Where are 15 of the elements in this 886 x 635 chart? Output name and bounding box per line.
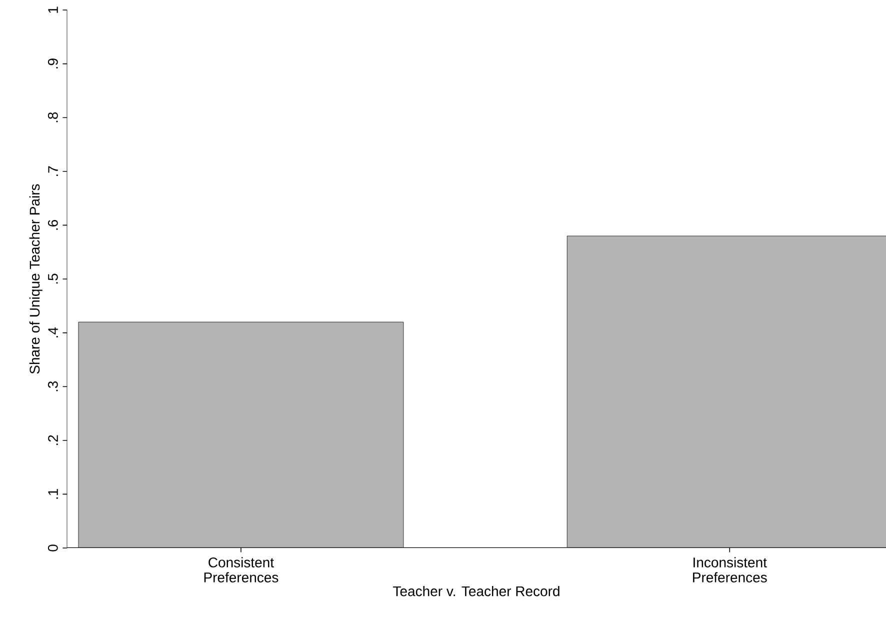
y-axis-title: Share of Unique Teacher Pairs [29, 184, 42, 374]
y-tick-label: .6 [48, 220, 58, 230]
y-tick-label: 0 [48, 544, 58, 552]
y-tick-label: .5 [48, 274, 58, 284]
y-tick-label: .9 [48, 58, 58, 68]
x-tick-label: Consistent Preferences [204, 557, 278, 582]
y-tick-label: .4 [48, 327, 58, 338]
x-axis-title: Teacher v. Teacher Record [393, 586, 560, 596]
y-tick-label: 1 [48, 6, 58, 13]
y-tick-label: .8 [48, 112, 58, 122]
x-tick-label: Inconsistent Preferences [693, 557, 767, 582]
y-tick-label: .1 [48, 489, 58, 499]
y-tick-label: .3 [48, 381, 58, 392]
y-tick-label: .2 [48, 435, 58, 445]
y-tick-label: .7 [48, 166, 58, 176]
